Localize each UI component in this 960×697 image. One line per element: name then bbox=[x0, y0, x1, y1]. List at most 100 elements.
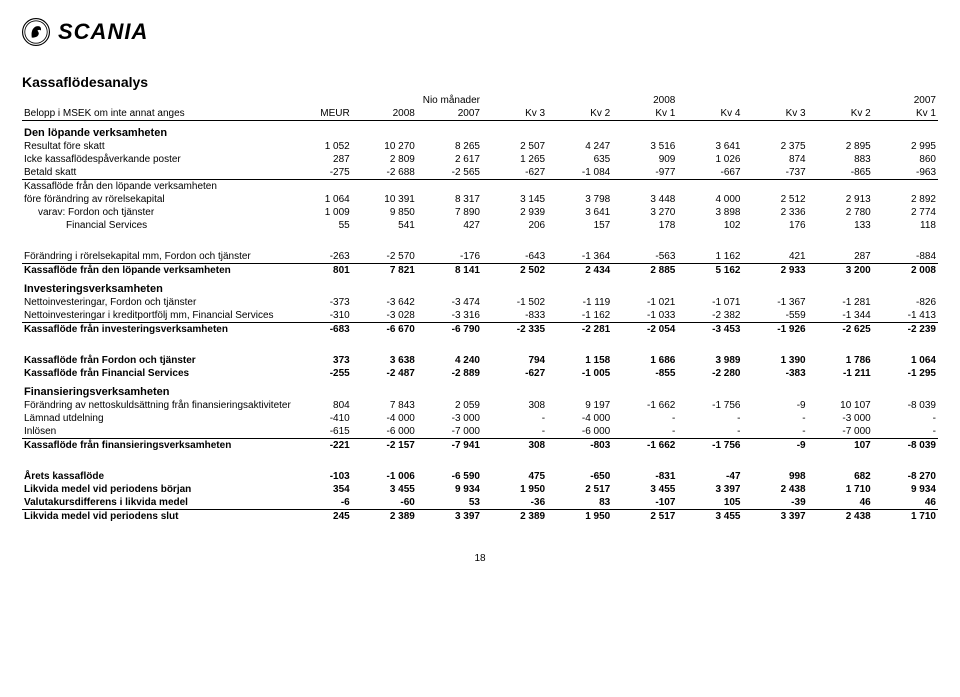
cell-value: 2 913 bbox=[808, 193, 873, 206]
cell-value: -1 021 bbox=[612, 296, 677, 309]
cell-value: 3 516 bbox=[612, 140, 677, 153]
table-row: Kassaflöde från den löpande verksamheten… bbox=[22, 264, 938, 278]
table-row: Lämnad utdelning-410-4 000-3 000--4 000-… bbox=[22, 412, 938, 425]
cell-value: 3 641 bbox=[547, 206, 612, 219]
cell-value: 3 200 bbox=[808, 264, 873, 278]
cell-value: -8 270 bbox=[873, 470, 938, 483]
cell-value: -627 bbox=[482, 166, 547, 180]
cell-value: 157 bbox=[547, 219, 612, 232]
cell-value: -1 756 bbox=[677, 439, 742, 453]
cell-value: -2 625 bbox=[808, 323, 873, 337]
cell-value: -683 bbox=[287, 323, 352, 337]
cell-value: 475 bbox=[482, 470, 547, 483]
cell-value: 3 270 bbox=[612, 206, 677, 219]
cell-value: -2 565 bbox=[417, 166, 482, 180]
cell-value: 105 bbox=[677, 496, 742, 510]
col-kv4b: Kv 4 bbox=[677, 107, 742, 121]
cell-value: 10 391 bbox=[352, 193, 417, 206]
cell-value: 3 638 bbox=[352, 354, 417, 367]
cell-value: -107 bbox=[612, 496, 677, 510]
table-row: varav: Fordon och tjänster1 0099 8507 89… bbox=[22, 206, 938, 219]
cell-value: 308 bbox=[482, 439, 547, 453]
cell-value: 3 145 bbox=[482, 193, 547, 206]
section-label: Den löpande verksamheten bbox=[22, 121, 938, 141]
cell-value: -559 bbox=[743, 309, 808, 323]
cell-value: -176 bbox=[417, 250, 482, 264]
section-label: Investeringsverksamheten bbox=[22, 277, 938, 296]
cell-value: - bbox=[482, 425, 547, 439]
cell-value: -3 453 bbox=[677, 323, 742, 337]
cell-value: 8 141 bbox=[417, 264, 482, 278]
table-row: Icke kassaflödespåverkande poster2872 80… bbox=[22, 153, 938, 166]
row-label: före förändring av rörelsekapital bbox=[22, 193, 287, 206]
row-label: Förändring i rörelsekapital mm, Fordon o… bbox=[22, 250, 287, 264]
cell-value: 2 389 bbox=[352, 510, 417, 524]
cell-value: -3 000 bbox=[417, 412, 482, 425]
cell-value: -9 bbox=[743, 399, 808, 412]
cell-value: 3 989 bbox=[677, 354, 742, 367]
cell-value: -7 000 bbox=[808, 425, 873, 439]
cell-value: -1 006 bbox=[352, 470, 417, 483]
col-meur: MEUR bbox=[287, 107, 352, 121]
cell-value: 2 517 bbox=[612, 510, 677, 524]
cell-value: 7 890 bbox=[417, 206, 482, 219]
cell-value: -36 bbox=[482, 496, 547, 510]
cell-value: 55 bbox=[287, 219, 352, 232]
col-2007: 2007 bbox=[417, 107, 482, 121]
table-row: Kassaflöde från Financial Services-255-2… bbox=[22, 367, 938, 380]
table-row: Likvida medel vid periodens slut2452 389… bbox=[22, 510, 938, 524]
cell-value: -2 157 bbox=[352, 439, 417, 453]
cell-value: -2 054 bbox=[612, 323, 677, 337]
cell-value: 10 107 bbox=[808, 399, 873, 412]
col-kv1a: Kv 1 bbox=[612, 107, 677, 121]
table-row: Likvida medel vid periodens början3543 4… bbox=[22, 483, 938, 496]
cell-value: 2 780 bbox=[808, 206, 873, 219]
cell-value: -650 bbox=[547, 470, 612, 483]
cell-value: 9 934 bbox=[873, 483, 938, 496]
row-label: Likvida medel vid periodens slut bbox=[22, 510, 287, 524]
table-row: Kassaflöde från investeringsverksamheten… bbox=[22, 323, 938, 337]
cell-value: 245 bbox=[287, 510, 352, 524]
cell-value: -3 474 bbox=[417, 296, 482, 309]
cell-value: 3 798 bbox=[547, 193, 612, 206]
cell-value: 9 850 bbox=[352, 206, 417, 219]
cell-value: 909 bbox=[612, 153, 677, 166]
cell-value: -1 084 bbox=[547, 166, 612, 180]
cell-value: 8 265 bbox=[417, 140, 482, 153]
cell-value: -833 bbox=[482, 309, 547, 323]
cell-value: 3 397 bbox=[743, 510, 808, 524]
cell-value: -47 bbox=[677, 470, 742, 483]
cell-value: -855 bbox=[612, 367, 677, 380]
table-header-group: Nio månader 2008 2007 bbox=[22, 94, 938, 107]
cell-value: -3 316 bbox=[417, 309, 482, 323]
cell-value: -6 000 bbox=[547, 425, 612, 439]
cell-value: -1 033 bbox=[612, 309, 677, 323]
cell-value: -1 367 bbox=[743, 296, 808, 309]
cell-value: 9 934 bbox=[417, 483, 482, 496]
cell-value: 1 064 bbox=[873, 354, 938, 367]
cell-value: -1 005 bbox=[547, 367, 612, 380]
cell-value: 1 009 bbox=[287, 206, 352, 219]
cell-value: -1 502 bbox=[482, 296, 547, 309]
cell-value: -1 344 bbox=[808, 309, 873, 323]
cell-value: 998 bbox=[743, 470, 808, 483]
cell-value: -1 071 bbox=[677, 296, 742, 309]
cell-value: 1 710 bbox=[873, 510, 938, 524]
cell-value: -60 bbox=[352, 496, 417, 510]
cell-value: 794 bbox=[482, 354, 547, 367]
cell-value: 46 bbox=[808, 496, 873, 510]
cell-value: -7 000 bbox=[417, 425, 482, 439]
cell-value: 3 455 bbox=[352, 483, 417, 496]
cell-value: 7 821 bbox=[352, 264, 417, 278]
cell-value: 1 786 bbox=[808, 354, 873, 367]
cell-value: 9 197 bbox=[547, 399, 612, 412]
cell-value: 2 389 bbox=[482, 510, 547, 524]
cell-value: -6 790 bbox=[417, 323, 482, 337]
cell-value: 2 008 bbox=[873, 264, 938, 278]
row-label: Betald skatt bbox=[22, 166, 287, 180]
cell-value: -2 280 bbox=[677, 367, 742, 380]
col-kv2a: Kv 2 bbox=[547, 107, 612, 121]
row-label: varav: Fordon och tjänster bbox=[22, 206, 287, 219]
cell-value: 83 bbox=[547, 496, 612, 510]
section-heading: Investeringsverksamheten bbox=[22, 277, 938, 296]
